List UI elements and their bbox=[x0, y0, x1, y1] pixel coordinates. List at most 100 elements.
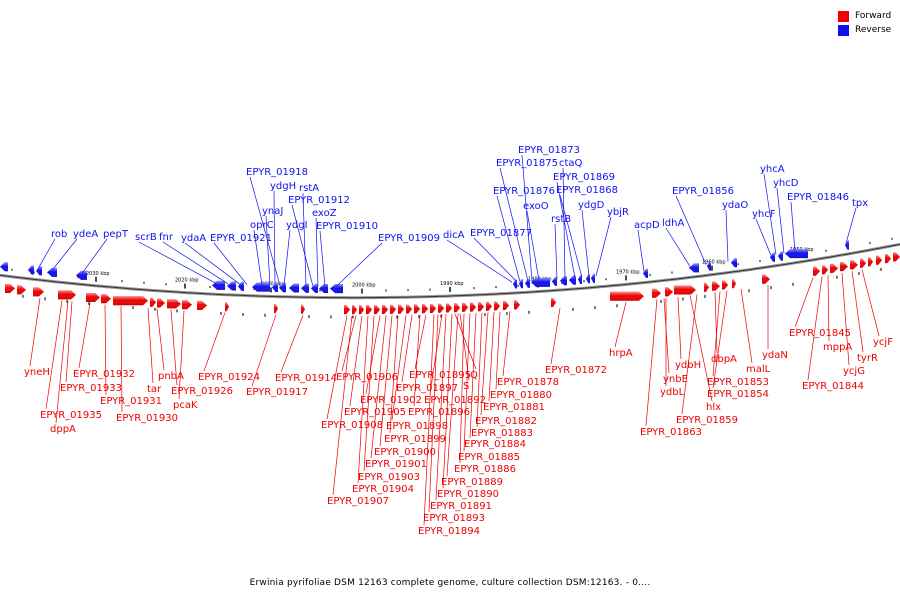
reverse-gene-label-exoo[interactable]: exoO bbox=[523, 201, 549, 212]
reverse-gene-label-ybjr[interactable]: ybjR bbox=[607, 207, 629, 218]
forward-gene-label-s[interactable]: S bbox=[463, 381, 469, 392]
reverse-gene-label-ydea[interactable]: ydeA bbox=[73, 229, 98, 240]
forward-gene-label-epyr-01854[interactable]: EPYR_01854 bbox=[707, 389, 769, 400]
reverse-gene-label-epyr-01869[interactable]: EPYR_01869 bbox=[553, 172, 615, 183]
forward-gene-label-epyr-01844[interactable]: EPYR_01844 bbox=[802, 381, 864, 392]
forward-gene-label-epyr-01859[interactable]: EPYR_01859 bbox=[676, 415, 738, 426]
reverse-gene-label-epyr-01873[interactable]: EPYR_01873 bbox=[518, 145, 580, 156]
forward-gene-label-ycjg[interactable]: ycjG bbox=[843, 366, 865, 377]
reverse-gene-label-ldha[interactable]: ldhA bbox=[662, 218, 684, 229]
forward-gene-label-epyr-01863[interactable]: EPYR_01863 bbox=[640, 427, 702, 438]
reverse-gene-label-exoz[interactable]: exoZ bbox=[312, 208, 337, 219]
forward-gene-label-epyr-01933[interactable]: EPYR_01933 bbox=[60, 383, 122, 394]
reverse-gene-label-fnr[interactable]: fnr bbox=[159, 232, 174, 243]
forward-gene-label-epyr-01905[interactable]: EPYR_01905 bbox=[344, 407, 406, 418]
reverse-gene-label-epyr-01910[interactable]: EPYR_01910 bbox=[316, 221, 378, 232]
reverse-gene-label-rob[interactable]: rob bbox=[51, 229, 67, 240]
forward-gene-label-epyr-01906[interactable]: EPYR_01906 bbox=[336, 372, 398, 383]
forward-gene-label-epyr-01924[interactable]: EPYR_01924 bbox=[198, 372, 260, 383]
reverse-gene-label-tpx[interactable]: tpx bbox=[852, 198, 868, 209]
reverse-gene-label-ynaj[interactable]: ynaJ bbox=[262, 206, 283, 217]
reverse-gene-label-dica[interactable]: dicA bbox=[443, 230, 465, 241]
forward-gene-label-epyr-01914[interactable]: EPYR_01914 bbox=[275, 373, 337, 384]
forward-gene-label-epyr-01889[interactable]: EPYR_01889 bbox=[441, 477, 503, 488]
forward-gene-label-epyr-01893[interactable]: EPYR_01893 bbox=[423, 513, 485, 524]
forward-gene-label-epyr-01931[interactable]: EPYR_01931 bbox=[100, 396, 162, 407]
forward-gene-label-tyrr[interactable]: tyrR bbox=[857, 353, 878, 364]
reverse-gene-label-ydgh[interactable]: ydgH bbox=[270, 181, 296, 192]
reverse-gene-label-ydaa[interactable]: ydaA bbox=[181, 233, 206, 244]
forward-gene-label-ynbe[interactable]: ynbE bbox=[663, 374, 688, 385]
forward-gene-label-epyr-01881[interactable]: EPYR_01881 bbox=[483, 402, 545, 413]
forward-gene-label-epyr-01907[interactable]: EPYR_01907 bbox=[327, 496, 389, 507]
reverse-gene-label-epyr-01846[interactable]: EPYR_01846 bbox=[787, 192, 849, 203]
forward-gene-label-epyr-01894[interactable]: EPYR_01894 bbox=[418, 526, 480, 537]
forward-gene-label-dppa[interactable]: dppA bbox=[50, 424, 76, 435]
forward-gene-label-epyr-01930[interactable]: EPYR_01930 bbox=[116, 413, 178, 424]
forward-gene-label-epyr-01935[interactable]: EPYR_01935 bbox=[40, 410, 102, 421]
forward-gene-label-epyr-01882[interactable]: EPYR_01882 bbox=[475, 416, 537, 427]
reverse-gene-label-epyr-01912[interactable]: EPYR_01912 bbox=[288, 195, 350, 206]
reverse-gene-label-yhca[interactable]: yhcA bbox=[760, 164, 785, 175]
forward-gene-label-epyr-01932[interactable]: EPYR_01932 bbox=[73, 369, 135, 380]
forward-gene-label-epyr-01898[interactable]: EPYR_01898 bbox=[386, 421, 448, 432]
forward-gene-label-epyr-01884[interactable]: EPYR_01884 bbox=[464, 439, 526, 450]
reverse-gene-label-yhcf[interactable]: yhcF bbox=[752, 209, 776, 220]
forward-gene-label-epyr-01872[interactable]: EPYR_01872 bbox=[545, 365, 607, 376]
forward-gene-label-ydbl[interactable]: ydbL bbox=[660, 387, 685, 398]
reverse-gene-label-pept[interactable]: pepT bbox=[103, 229, 129, 240]
forward-gene-label-mall[interactable]: malL bbox=[746, 364, 771, 375]
forward-gene-label-ycjf[interactable]: ycjF bbox=[873, 337, 893, 348]
forward-gene-label-epyr-01896[interactable]: EPYR_01896 bbox=[408, 407, 470, 418]
forward-gene-label-epyr-01904[interactable]: EPYR_01904 bbox=[352, 484, 414, 495]
reverse-gene-label-ydgi[interactable]: ydgI bbox=[286, 220, 308, 231]
reverse-gene-label-epyr-01875[interactable]: EPYR_01875 bbox=[496, 158, 558, 169]
forward-gene-label-epyr-01899[interactable]: EPYR_01899 bbox=[384, 434, 446, 445]
reverse-gene-label-epyr-01918[interactable]: EPYR_01918 bbox=[246, 167, 308, 178]
forward-gene-label-epyr-01917[interactable]: EPYR_01917 bbox=[246, 387, 308, 398]
forward-gene-label-epyr-01908[interactable]: EPYR_01908 bbox=[321, 420, 383, 431]
forward-gene-label-epyr-01897[interactable]: EPYR_01897 bbox=[396, 383, 458, 394]
forward-gene-label-yneh[interactable]: yneH bbox=[24, 367, 50, 378]
forward-gene-label-epyr-01878[interactable]: EPYR_01878 bbox=[497, 377, 559, 388]
reverse-gene-label-epyr-01909[interactable]: EPYR_01909 bbox=[378, 233, 440, 244]
reverse-gene-label-scrb[interactable]: scrB bbox=[135, 232, 157, 243]
forward-gene-label-epyr-01880[interactable]: EPYR_01880 bbox=[490, 390, 552, 401]
forward-gene-label-epyr-01885[interactable]: EPYR_01885 bbox=[458, 452, 520, 463]
forward-gene-label-epyr-01890[interactable]: EPYR_01890 bbox=[437, 489, 499, 500]
forward-gene-label-epyr-01845[interactable]: EPYR_01845 bbox=[789, 328, 851, 339]
forward-gene-label-epyr-01883[interactable]: EPYR_01883 bbox=[471, 428, 533, 439]
forward-gene-label-mppa[interactable]: mppA bbox=[823, 342, 852, 353]
forward-gene-label-epyr-01902[interactable]: EPYR_01902 bbox=[360, 395, 422, 406]
forward-gene-label-pnba[interactable]: pnbA bbox=[158, 371, 184, 382]
forward-gene-label-epyr-01853[interactable]: EPYR_01853 bbox=[707, 377, 769, 388]
reverse-gene-label-ydgd[interactable]: ydgD bbox=[578, 200, 605, 211]
forward-gene-label-hrpa[interactable]: hrpA bbox=[609, 348, 633, 359]
reverse-gene-label-acpd[interactable]: acpD bbox=[634, 220, 660, 231]
reverse-gene-label-ctaq[interactable]: ctaQ bbox=[559, 158, 583, 169]
reverse-gene-label-epyr-01921[interactable]: EPYR_01921 bbox=[210, 233, 272, 244]
reverse-gene-label-epyr-01877[interactable]: EPYR_01877 bbox=[470, 228, 532, 239]
forward-gene-label-tar[interactable]: tar bbox=[147, 384, 162, 395]
reverse-gene-label-rstb[interactable]: rstB bbox=[551, 214, 571, 225]
reverse-gene-label-epyr-01868[interactable]: EPYR_01868 bbox=[556, 185, 618, 196]
forward-gene-label-epyr-01892[interactable]: EPYR_01892 bbox=[424, 395, 486, 406]
forward-gene-label-epyr-01886[interactable]: EPYR_01886 bbox=[454, 464, 516, 475]
reverse-gene-label-oprc[interactable]: oprC bbox=[250, 220, 274, 231]
reverse-gene-label-epyr-01856[interactable]: EPYR_01856 bbox=[672, 186, 734, 197]
forward-gene-label-pcak[interactable]: pcaK bbox=[173, 400, 198, 411]
forward-gene-label-epyr-01895[interactable]: EPYR_01895 bbox=[409, 370, 471, 381]
forward-gene-label-ydan[interactable]: ydaN bbox=[762, 350, 788, 361]
reverse-gene-label-ydao[interactable]: ydaO bbox=[722, 200, 748, 211]
forward-gene-label-epyr-01926[interactable]: EPYR_01926 bbox=[171, 386, 233, 397]
forward-gene-label-epyr-01891[interactable]: EPYR_01891 bbox=[430, 501, 492, 512]
forward-gene-label-epyr-01901[interactable]: EPYR_01901 bbox=[365, 459, 427, 470]
reverse-gene-label-yhcd[interactable]: yhcD bbox=[773, 178, 799, 189]
forward-gene-label-q[interactable]: Q bbox=[470, 370, 478, 381]
forward-gene-label-epyr-01900[interactable]: EPYR_01900 bbox=[374, 447, 436, 458]
reverse-gene-label-epyr-01876[interactable]: EPYR_01876 bbox=[493, 186, 555, 197]
forward-gene-label-dbpa[interactable]: dbpA bbox=[711, 354, 737, 365]
forward-gene-label-hlx[interactable]: hlx bbox=[706, 402, 721, 413]
reverse-gene-label-rsta[interactable]: rstA bbox=[299, 183, 319, 194]
forward-gene-label-epyr-01903[interactable]: EPYR_01903 bbox=[358, 472, 420, 483]
